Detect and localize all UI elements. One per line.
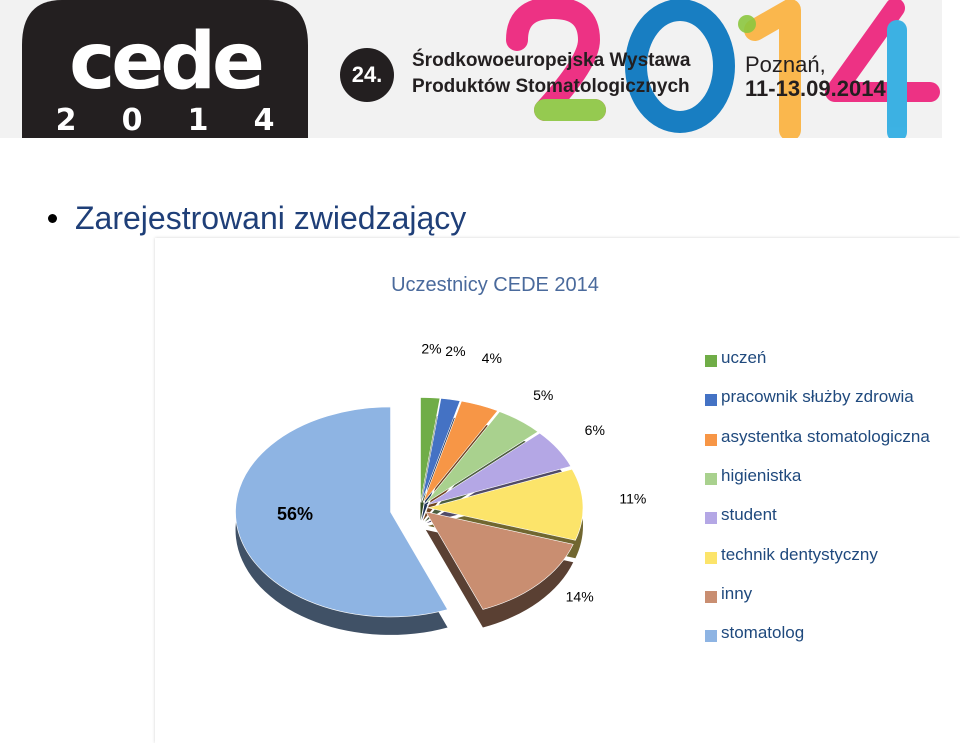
pie-slice bbox=[421, 398, 461, 503]
pie-slice bbox=[424, 411, 539, 504]
logo-year-digit: 1 bbox=[188, 103, 209, 138]
legend-swatch bbox=[705, 551, 717, 564]
digit-four bbox=[825, 0, 940, 138]
big-year-graphic bbox=[506, 0, 940, 138]
cede-logo-text: cede bbox=[69, 17, 262, 107]
legend-swatch bbox=[705, 590, 717, 603]
pie-chart: 2% 2% 4% 5% 6% 11% 14% 56% bbox=[235, 341, 646, 635]
legend-label: stomatolog bbox=[721, 623, 805, 643]
pie-data-label: 5% bbox=[533, 387, 553, 403]
event-banner: cede 2 0 1 4 24. Środkowoeuropejska Wyst… bbox=[0, 0, 942, 138]
pie-data-label: 14% bbox=[566, 589, 594, 605]
pie-data-label: 56% bbox=[277, 504, 313, 524]
legend-label: inny bbox=[721, 583, 753, 603]
logo-year-digit: 2 bbox=[56, 103, 77, 138]
pie-data-label: 2% bbox=[445, 343, 465, 359]
legend-label: student bbox=[721, 505, 777, 525]
pie-slice bbox=[422, 400, 499, 503]
logo-year-digit: 4 bbox=[254, 103, 275, 138]
legend-label: pracownik służby zdrowia bbox=[721, 387, 914, 407]
pie-data-label: 2% bbox=[421, 341, 441, 357]
digit-two bbox=[506, 0, 606, 121]
legend-swatch bbox=[705, 355, 717, 367]
bullet-dot-icon bbox=[48, 214, 57, 223]
legend-label: higienistka bbox=[721, 465, 802, 485]
digit-one bbox=[744, 0, 801, 138]
expo-place: Poznań, bbox=[745, 52, 826, 77]
digit-zero bbox=[625, 0, 735, 133]
expo-title-line1: Środkowoeuropejska Wystawa bbox=[412, 50, 691, 71]
legend-swatch bbox=[705, 630, 717, 643]
legend-swatch bbox=[705, 433, 717, 446]
legend-swatch bbox=[705, 394, 717, 407]
pie-data-label: 11% bbox=[619, 491, 646, 507]
chart-title: Uczestnicy CEDE 2014 bbox=[391, 274, 599, 296]
legend-label: uczeń bbox=[721, 348, 767, 367]
pie-data-label: 6% bbox=[585, 422, 605, 438]
expo-title-line2: Produktów Stomatologicznych bbox=[412, 76, 690, 97]
legend-label: technik dentystyczny bbox=[721, 544, 878, 564]
expo-description: 24. Środkowoeuropejska Wystawa Produktów… bbox=[340, 44, 740, 104]
legend-label: asystentka stomatologiczna bbox=[721, 426, 930, 446]
expo-edition-badge: 24. bbox=[340, 48, 394, 102]
pie-slice bbox=[420, 397, 441, 503]
pie-chart-frame: Uczestnicy CEDE 2014 2% 2% 4% 5% 6% 11% 14% 56%… bbox=[155, 238, 960, 743]
legend-swatch bbox=[705, 472, 717, 485]
pie-data-label: 4% bbox=[482, 350, 502, 366]
expo-dates: 11-13.09.2014 bbox=[745, 76, 886, 101]
pie-slice bbox=[427, 468, 584, 541]
cede-logo: cede 2 0 1 4 bbox=[22, 0, 308, 138]
bullet-text: Zarejestrowani zwiedzający bbox=[75, 200, 467, 236]
logo-year-digit: 0 bbox=[122, 103, 143, 138]
pie-slice bbox=[426, 432, 572, 506]
legend-swatch bbox=[705, 512, 717, 525]
pie-slice bbox=[235, 406, 449, 618]
pie-slice bbox=[425, 511, 574, 610]
